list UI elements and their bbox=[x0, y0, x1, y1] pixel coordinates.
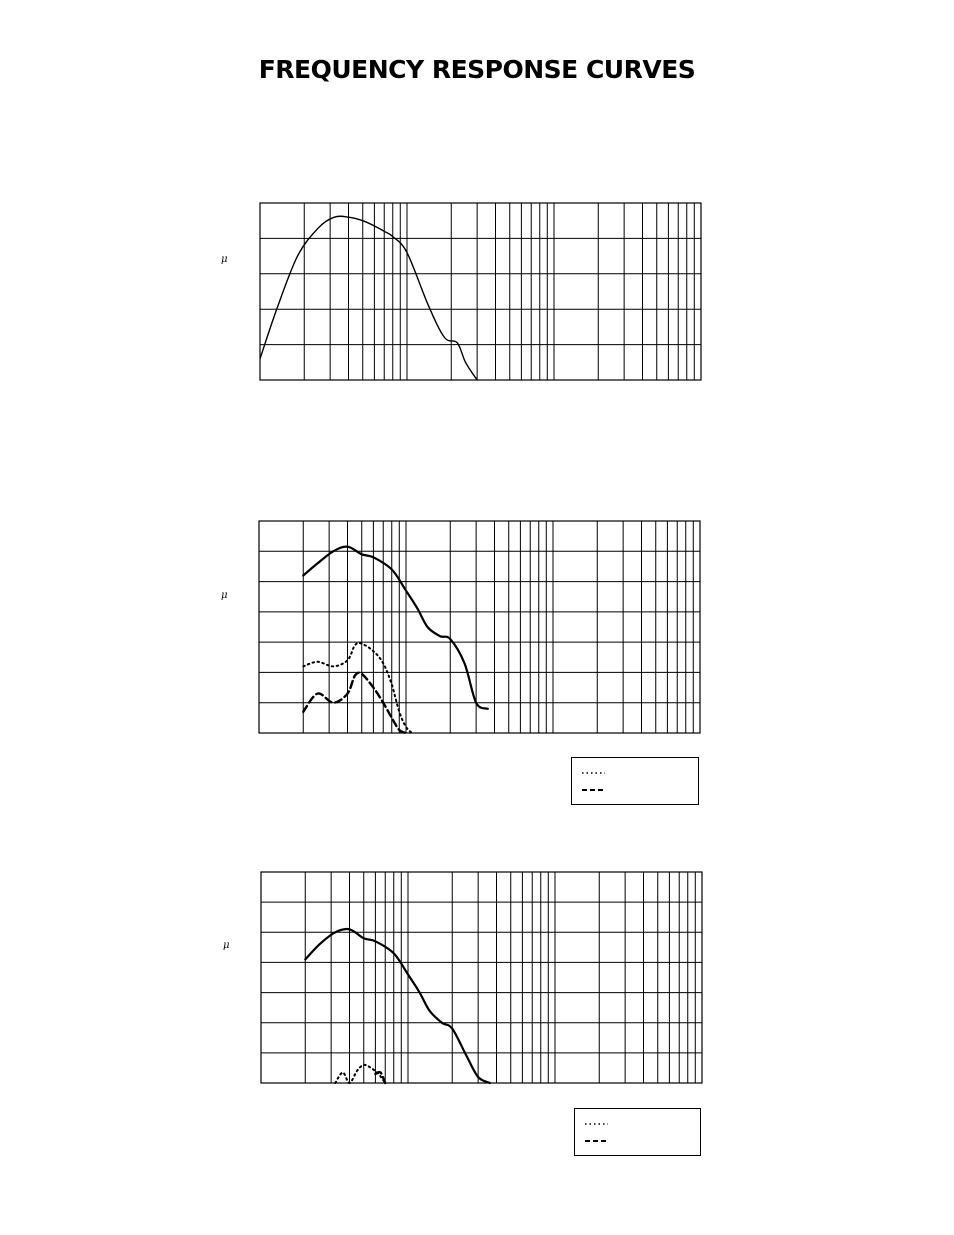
chart-3-series-solid-line bbox=[304, 927, 491, 1085]
chart-3-grid bbox=[261, 872, 702, 1083]
chart-2-legend-swatches bbox=[582, 772, 605, 791]
chart-3-legend bbox=[574, 1108, 701, 1156]
chart-2-series-dotted-line bbox=[302, 641, 414, 734]
chart-2-series-solid-line bbox=[302, 545, 489, 710]
chart-1-series-solid-line bbox=[260, 215, 478, 381]
chart-2-ylabel: μ bbox=[221, 590, 228, 601]
chart-2-grid bbox=[259, 521, 700, 733]
chart-1-ylabel: μ bbox=[221, 254, 228, 265]
chart-3-frame bbox=[260, 871, 703, 1084]
chart-3-series-dotted-line bbox=[334, 1063, 387, 1084]
chart-2-frame bbox=[258, 520, 701, 734]
chart-2-legend bbox=[571, 757, 699, 805]
page-title: FREQUENCY RESPONSE CURVES bbox=[258, 55, 696, 84]
chart-1-grid bbox=[260, 203, 701, 380]
chart-3-ylabel: μ bbox=[223, 940, 230, 951]
chart-2-series-dashed-line bbox=[302, 671, 408, 735]
chart-3-series-dashed-line bbox=[374, 1070, 387, 1085]
chart-1-frame bbox=[259, 202, 702, 381]
chart-3-legend-swatches bbox=[585, 1123, 608, 1142]
